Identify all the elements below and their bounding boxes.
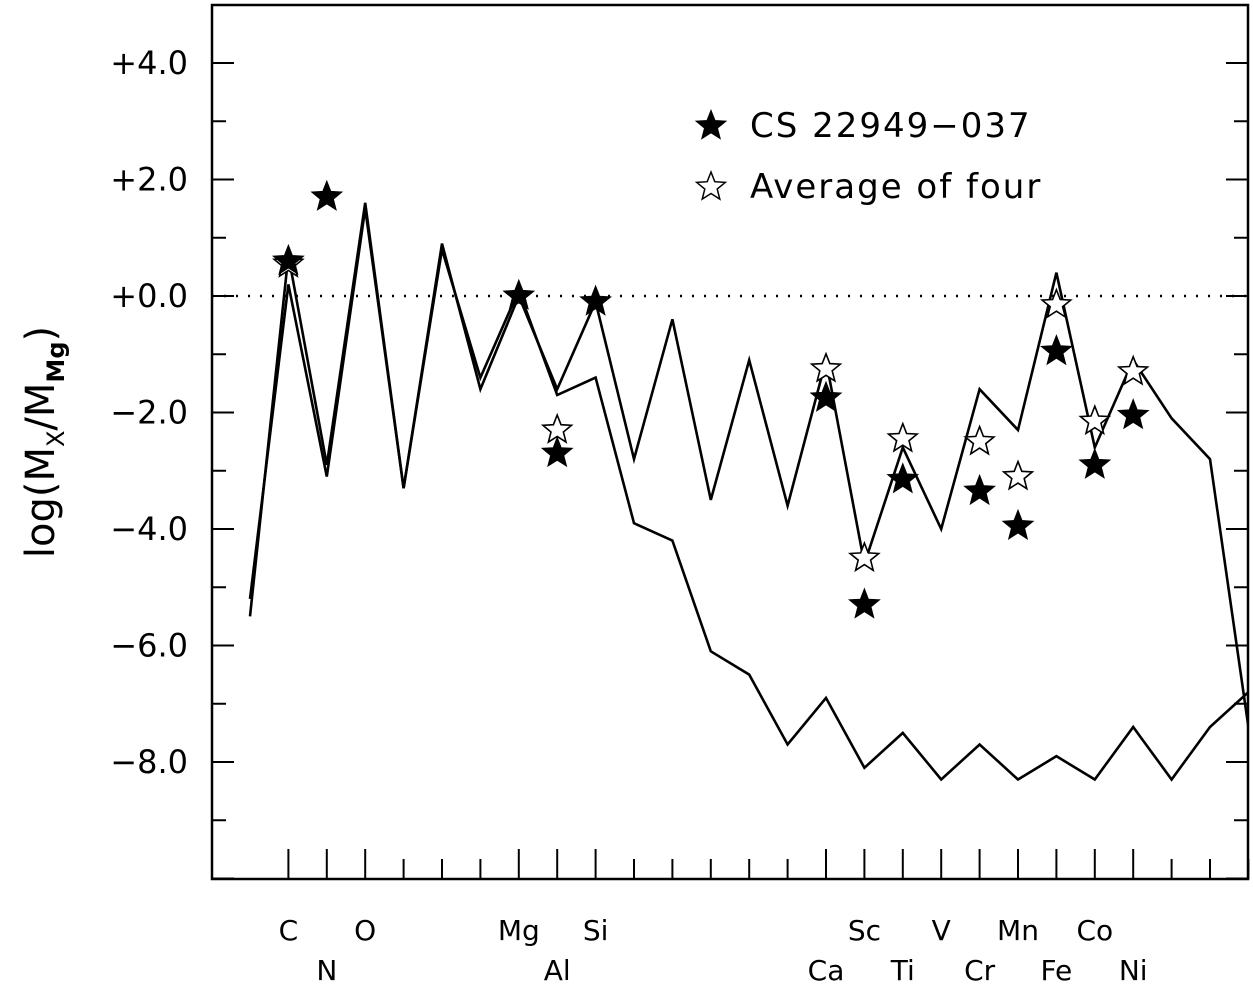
element-label-sc: Sc: [848, 914, 881, 947]
y-axis-label: log(MX/MMg): [18, 326, 70, 558]
y-label-prefix: log(M: [18, 447, 64, 558]
y-label-sub-mg: Mg: [42, 342, 70, 383]
element-label-co: Co: [1076, 914, 1113, 947]
element-label-ti: Ti: [890, 954, 915, 987]
model-line-2: [248, 202, 1248, 728]
y-tick-label: −6.0: [110, 627, 188, 665]
open-star-marker: [1001, 459, 1035, 491]
filled-star-marker: [886, 462, 920, 494]
y-tick-label: +4.0: [110, 44, 188, 82]
plot-frame: [210, 3, 1250, 881]
filled-star-marker: [1001, 508, 1035, 540]
element-label-ni: Ni: [1119, 954, 1148, 987]
filled-star-marker: [809, 380, 843, 412]
open-star-marker: [886, 421, 920, 453]
y-label-mid: /M: [18, 383, 64, 431]
y-label-sub-x: X: [42, 431, 70, 447]
element-label-si: Si: [583, 914, 609, 947]
model-line-1: [248, 208, 1248, 782]
open-star-marker: [1116, 354, 1150, 386]
filled-star-marker: [1039, 334, 1073, 366]
y-tick-label: −8.0: [110, 743, 188, 781]
legend-label-cs22949: CS 22949−037: [750, 106, 1032, 146]
filled-star-marker: [579, 284, 613, 316]
legend-open-star-icon: [694, 169, 728, 201]
element-label-al: Al: [544, 954, 571, 987]
filled-star-marker: [540, 436, 574, 468]
y-tick-label: −2.0: [110, 394, 188, 432]
legend-filled-star-icon: [694, 108, 728, 140]
star-markers: [272, 179, 1150, 619]
element-label-v: V: [932, 914, 951, 947]
element-label-mg: Mg: [498, 914, 540, 947]
element-label-o: O: [354, 914, 376, 947]
open-star-marker: [1078, 403, 1112, 436]
element-label-cr: Cr: [964, 954, 996, 987]
y-label-suffix: ): [18, 326, 64, 342]
element-label-ca: Ca: [808, 954, 845, 987]
element-label-mn: Mn: [997, 914, 1039, 947]
open-star-marker: [809, 351, 843, 383]
filled-star-marker: [272, 243, 305, 275]
element-label-n: N: [316, 954, 337, 987]
filled-star-marker: [847, 587, 881, 619]
filled-star-marker: [502, 278, 536, 310]
open-star-marker: [847, 540, 881, 573]
y-tick-label: +2.0: [110, 161, 188, 199]
model-lines: [248, 202, 1248, 782]
element-label-c: C: [279, 914, 299, 947]
y-tick-labels: +4.0 +2.0 +0.0 −2.0 −4.0 −6.0 −8.0: [110, 44, 188, 781]
open-star-marker: [1039, 287, 1073, 319]
element-label-fe: Fe: [1040, 954, 1072, 987]
open-star-marker: [963, 424, 997, 456]
y-tick-label: −4.0: [110, 510, 188, 548]
filled-star-marker: [310, 179, 344, 211]
y-tick-label: +0.0: [110, 277, 188, 315]
legend-label-average: Average of four: [750, 167, 1042, 207]
filled-star-marker: [1078, 447, 1112, 479]
legend: CS 22949−037 Average of four: [694, 106, 1042, 207]
filled-star-marker: [963, 473, 997, 506]
filled-star-marker: [1116, 398, 1150, 430]
